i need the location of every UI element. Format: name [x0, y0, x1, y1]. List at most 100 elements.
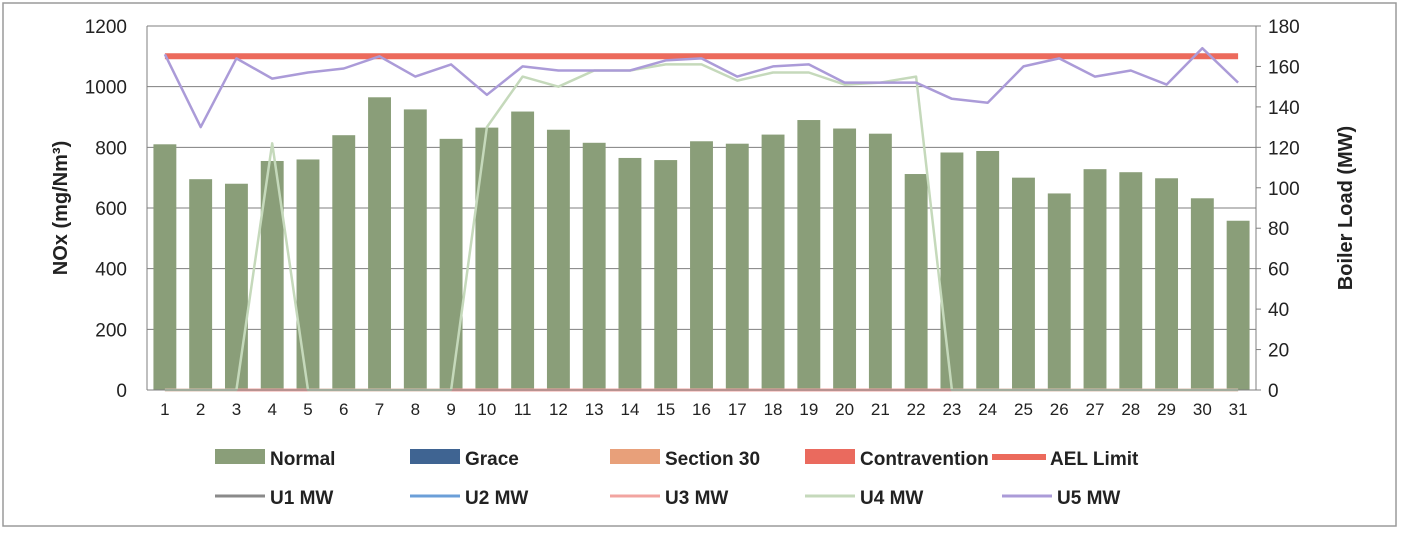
legend-swatch-normal — [215, 449, 265, 464]
bar-normal — [332, 135, 356, 390]
x-tick-label: 28 — [1121, 400, 1140, 419]
x-tick-label: 7 — [375, 400, 384, 419]
legend-label-u1-mw: U1 MW — [270, 488, 333, 509]
y-left-tick-label: 0 — [116, 381, 127, 402]
bar-normal — [582, 142, 606, 390]
bar-normal — [1190, 198, 1214, 390]
y-right-axis-title: Boiler Load (MW) — [1335, 126, 1357, 290]
y-right-tick-label: 100 — [1268, 179, 1300, 200]
bar-normal — [618, 157, 642, 390]
line-u5-mw — [163, 46, 1239, 129]
x-tick-label: 10 — [477, 400, 496, 419]
legend-label-u2-mw: U2 MW — [465, 488, 528, 509]
bar-normal — [725, 143, 749, 390]
bar-normal — [546, 129, 570, 391]
y-right-tick-label: 20 — [1268, 341, 1289, 362]
bar-normal — [690, 141, 713, 390]
x-tick-label: 23 — [942, 400, 961, 419]
bar-normal — [761, 134, 785, 390]
legend-label-ael-limit: AEL Limit — [1050, 449, 1139, 470]
y-right-tick-label: 0 — [1268, 381, 1279, 402]
y-left-tick-label: 1200 — [85, 17, 127, 38]
legend-layer: Normal Grace Section 30 Contravention AEL Li… — [215, 449, 1139, 509]
x-tick-label: 2 — [196, 400, 205, 419]
bar-normal — [904, 174, 928, 390]
x-tick-label: 11 — [514, 400, 532, 419]
x-tick-label: 14 — [620, 400, 639, 419]
legend-label-section-30: Section 30 — [665, 449, 760, 470]
bar-normal — [189, 179, 213, 390]
bar-normal — [1155, 178, 1179, 390]
x-tick-label: 26 — [1050, 400, 1069, 419]
x-tick-label: 27 — [1086, 400, 1105, 419]
bar-normal — [403, 109, 427, 391]
bar-normal — [868, 133, 892, 390]
bar-normal — [224, 183, 248, 390]
x-tick-label: 12 — [549, 400, 568, 419]
legend-label-u3-mw: U3 MW — [665, 488, 728, 509]
y-left-tick-label: 800 — [95, 138, 127, 159]
x-tick-label: 1 — [160, 400, 169, 419]
y-right-tick-label: 140 — [1268, 98, 1300, 119]
x-tick-label: 16 — [692, 400, 711, 419]
y-left-tick-label: 600 — [95, 199, 127, 220]
bar-normal — [260, 160, 284, 390]
legend-swatch-contravention — [805, 449, 855, 464]
y-right-tick-label: 40 — [1268, 300, 1289, 321]
bar-normal — [833, 128, 857, 390]
legend-label-u5-mw: U5 MW — [1057, 488, 1120, 509]
y-left-tick-label: 1000 — [85, 78, 127, 99]
y-right-tick-label: 80 — [1268, 219, 1289, 240]
bar-normal — [1083, 169, 1107, 390]
bar-normal — [1012, 177, 1035, 390]
x-tick-label: 31 — [1229, 400, 1248, 419]
x-tick-label: 4 — [267, 400, 276, 419]
x-tick-label: 20 — [835, 400, 854, 419]
legend-swatch-section-30 — [610, 449, 660, 464]
x-tick-label: 9 — [446, 400, 455, 419]
x-tick-label: 8 — [411, 400, 420, 419]
legend-label-normal: Normal — [270, 449, 335, 470]
bar-normal — [1119, 172, 1143, 390]
x-tick-label: 5 — [303, 400, 312, 419]
axis-layer: 0200400600800100012000204060801001201401… — [50, 17, 1357, 419]
x-tick-label: 29 — [1157, 400, 1176, 419]
y-right-tick-label: 60 — [1268, 260, 1289, 281]
y-left-axis-title: NOx (mg/Nm³) — [50, 141, 72, 275]
legend-label-contravention: Contravention — [860, 449, 989, 470]
bar-normal — [153, 144, 177, 390]
bar-normal — [940, 152, 964, 390]
legend-label-u4-mw: U4 MW — [860, 488, 923, 509]
y-right-tick-label: 120 — [1268, 138, 1300, 159]
x-tick-label: 21 — [871, 400, 890, 419]
bar-normal — [296, 159, 320, 390]
y-left-tick-label: 200 — [95, 320, 127, 341]
x-tick-label: 6 — [339, 400, 348, 419]
x-tick-label: 15 — [656, 400, 675, 419]
bar-normal — [1226, 220, 1250, 390]
bar-normal — [475, 127, 499, 390]
bar-normal — [976, 150, 1000, 390]
x-tick-label: 3 — [232, 400, 241, 419]
y-right-tick-label: 160 — [1268, 57, 1300, 78]
bar-normal — [368, 97, 391, 391]
bar-layer — [153, 97, 1250, 391]
x-tick-label: 19 — [799, 400, 818, 419]
x-tick-label: 24 — [978, 400, 997, 419]
bar-normal — [439, 138, 463, 390]
y-left-tick-label: 400 — [95, 260, 127, 281]
bar-normal — [511, 111, 535, 390]
x-tick-label: 25 — [1014, 400, 1033, 419]
legend-label-grace: Grace — [465, 449, 519, 470]
bar-normal — [797, 120, 821, 391]
x-tick-label: 30 — [1193, 400, 1212, 419]
y-right-tick-label: 180 — [1268, 17, 1300, 38]
x-tick-label: 17 — [728, 400, 747, 419]
x-tick-label: 13 — [585, 400, 604, 419]
x-tick-label: 18 — [764, 400, 783, 419]
legend-swatch-grace — [410, 449, 460, 464]
x-tick-label: 22 — [907, 400, 926, 419]
grid-layer — [147, 25, 1256, 330]
